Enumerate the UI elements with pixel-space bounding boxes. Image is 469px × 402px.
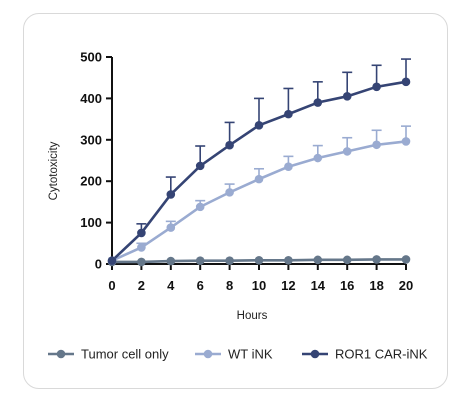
data-point bbox=[137, 228, 146, 238]
y-tick-label: 200 bbox=[80, 174, 102, 189]
legend: Tumor cell only WT iNK ROR1 CAR-iNK bbox=[48, 347, 428, 362]
data-point bbox=[225, 188, 234, 197]
data-point bbox=[313, 153, 323, 163]
data-point bbox=[225, 256, 234, 265]
data-point bbox=[166, 190, 176, 199]
data-point bbox=[166, 223, 176, 232]
data-point bbox=[372, 82, 381, 92]
data-point bbox=[284, 255, 293, 265]
legend-swatch-marker bbox=[56, 349, 66, 359]
x-tick-label: 14 bbox=[311, 278, 326, 293]
data-point bbox=[342, 147, 352, 156]
x-axis-label: Hours bbox=[237, 310, 268, 322]
data-point bbox=[284, 162, 293, 172]
legend-swatch-marker bbox=[203, 349, 213, 359]
legend-item: WT iNK bbox=[195, 347, 273, 362]
data-point bbox=[137, 243, 146, 252]
data-point bbox=[195, 256, 205, 265]
data-point bbox=[254, 255, 264, 265]
x-tick-label: 12 bbox=[281, 278, 295, 293]
data-point bbox=[313, 255, 323, 265]
data-point bbox=[225, 140, 234, 150]
data-point bbox=[254, 121, 264, 130]
data-point bbox=[313, 98, 323, 107]
data-point bbox=[372, 255, 381, 264]
x-tick-label: 20 bbox=[399, 278, 413, 293]
data-point bbox=[195, 161, 205, 171]
data-point bbox=[401, 255, 411, 264]
chart-axes: 0 100 200 300 400 500 0 2 4 6 8 10 12 14 16 18 20 bbox=[80, 50, 413, 294]
x-tick-label: 2 bbox=[138, 278, 145, 293]
y-axis-label: Cytotoxicity bbox=[48, 141, 60, 200]
y-tick-label: 400 bbox=[80, 91, 102, 106]
data-point bbox=[401, 137, 411, 146]
legend-label: Tumor cell only bbox=[81, 347, 169, 362]
x-tick-label: 6 bbox=[197, 278, 204, 293]
y-tick-label: 300 bbox=[80, 132, 102, 147]
x-tick-label: 16 bbox=[340, 278, 354, 293]
x-tick-label: 4 bbox=[167, 278, 175, 293]
data-point bbox=[284, 109, 293, 119]
series-points bbox=[107, 77, 411, 267]
data-point bbox=[342, 255, 352, 265]
data-point bbox=[107, 256, 117, 265]
data-point bbox=[401, 77, 411, 87]
data-point bbox=[166, 256, 176, 266]
error-bars bbox=[136, 58, 411, 248]
x-tick-label: 18 bbox=[369, 278, 383, 293]
legend-label: WT iNK bbox=[228, 347, 273, 362]
y-tick-label: 0 bbox=[95, 257, 102, 272]
x-tick-label: 0 bbox=[108, 278, 115, 293]
x-tick-label: 8 bbox=[226, 278, 233, 293]
x-tick-label: 10 bbox=[252, 278, 266, 293]
legend-item: ROR1 CAR-iNK bbox=[302, 347, 428, 362]
series-line-2 bbox=[111, 140, 407, 262]
legend-swatch-marker bbox=[310, 349, 320, 359]
data-point bbox=[254, 174, 264, 184]
data-point bbox=[342, 92, 352, 101]
legend-item: Tumor cell only bbox=[48, 347, 169, 362]
y-tick-label: 500 bbox=[80, 50, 102, 65]
data-point bbox=[372, 140, 381, 150]
y-tick-label: 100 bbox=[80, 215, 102, 230]
data-point bbox=[195, 202, 205, 212]
legend-label: ROR1 CAR-iNK bbox=[335, 347, 428, 362]
data-point bbox=[137, 257, 146, 267]
